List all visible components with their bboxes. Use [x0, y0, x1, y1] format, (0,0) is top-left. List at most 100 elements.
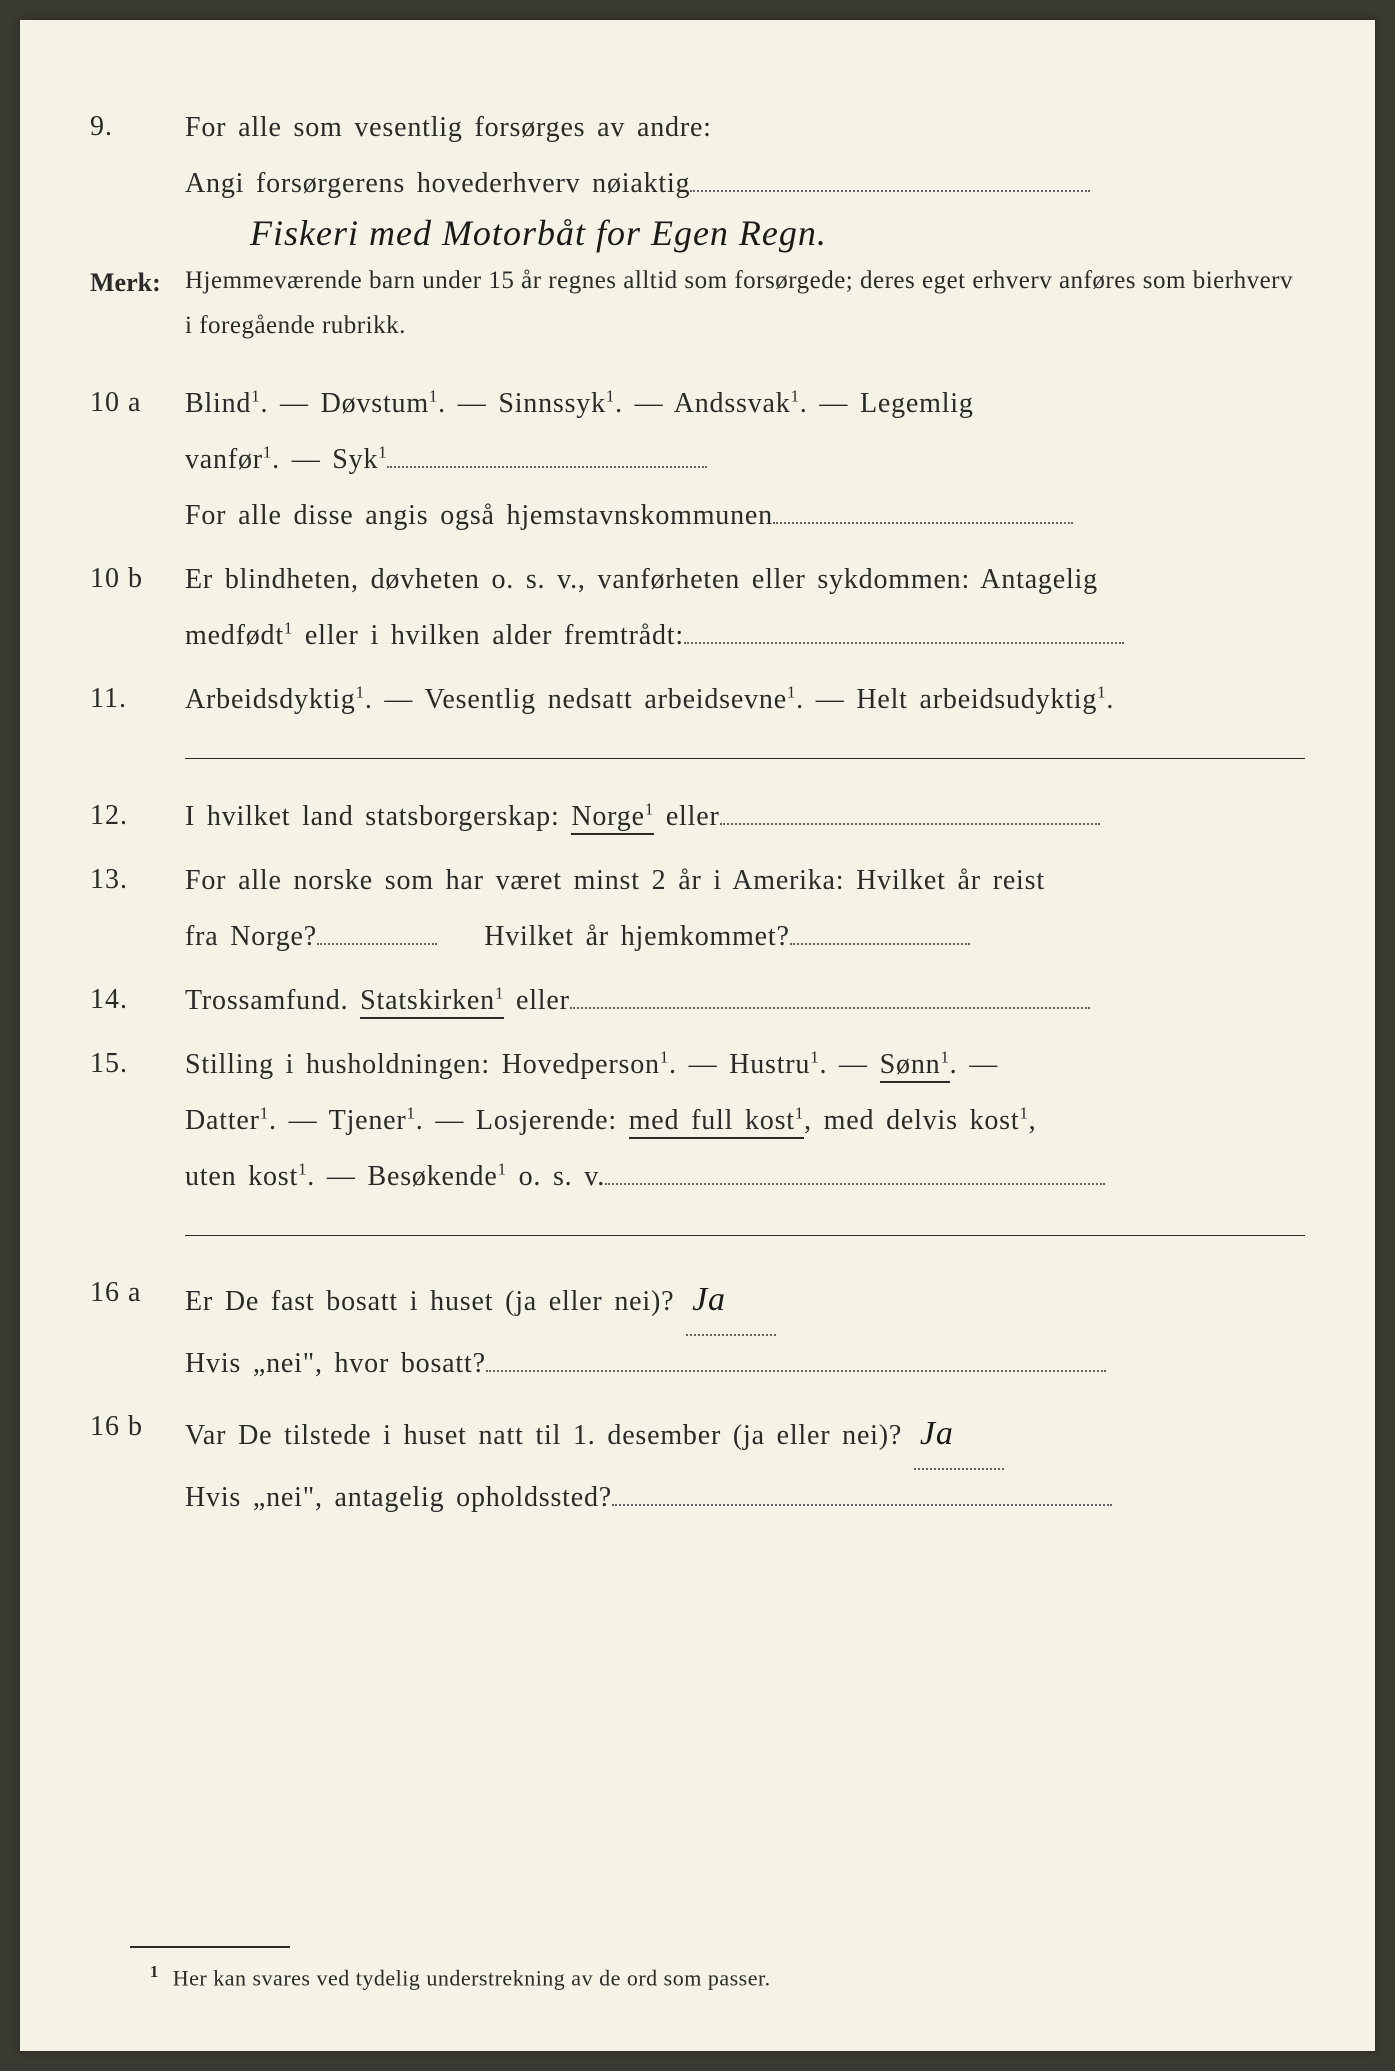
- q15-1d: . —: [950, 1049, 998, 1080]
- q11-p3: .: [1106, 684, 1114, 715]
- merk-label: Merk:: [90, 258, 185, 307]
- q16b-content: Var De tilstede i huset natt til 1. dese…: [185, 1400, 1305, 1526]
- q16b-number: 16 b: [90, 1400, 185, 1453]
- q9-handwritten-answer: Fiskeri med Motorbåt for Egen Regn.: [250, 212, 827, 254]
- q9-number: 9.: [90, 100, 185, 153]
- q11-p1: . — Vesentlig nedsatt arbeidsevne: [365, 684, 787, 715]
- question-13: 13. For alle norske som har været minst …: [90, 853, 1305, 965]
- footnote-rule: [130, 1946, 290, 1948]
- q10a-blank1[interactable]: [387, 466, 707, 468]
- q10a-dovstum: . — Døvstum: [260, 388, 428, 419]
- q9-line2-prefix: Angi forsørgerens hovederhverv nøiaktig: [185, 168, 690, 199]
- q15-3b: . — Besøkende: [307, 1161, 497, 1192]
- q9-blank[interactable]: [690, 190, 1090, 192]
- question-10b: 10 b Er blindheten, døvheten o. s. v., v…: [90, 552, 1305, 664]
- q14-statskirken-underlined: Statskirken1: [360, 985, 504, 1019]
- q13-blank1[interactable]: [317, 943, 437, 945]
- q14-blank[interactable]: [570, 1007, 1090, 1009]
- q10a-line3: For alle disse angis også hjemstavnskomm…: [185, 500, 773, 531]
- footnote: 1 Her kan svares ved tydelig understrekn…: [150, 1962, 1305, 1991]
- question-14: 14. Trossamfund. Statskirken1 eller: [90, 973, 1305, 1029]
- q16a-content: Er De fast bosatt i huset (ja eller nei)…: [185, 1266, 1305, 1392]
- q15-blank[interactable]: [605, 1183, 1105, 1185]
- q13-number: 13.: [90, 853, 185, 906]
- q16a-answer: Ja: [686, 1266, 776, 1336]
- q11-p0: Arbeidsdyktig: [185, 684, 356, 715]
- q9-content: For alle som vesentlig forsørges av andr…: [185, 100, 1305, 212]
- q14-statskirken-text: Statskirken: [360, 985, 495, 1016]
- q12-norge-text: Norge: [571, 801, 644, 832]
- q16a-line1: Er De fast bosatt i huset (ja eller nei)…: [185, 1286, 674, 1317]
- q12-number: 12.: [90, 789, 185, 842]
- q16b-answer: Ja: [914, 1400, 1004, 1470]
- q16b-line2: Hvis „nei", antagelig opholdssted?: [185, 1482, 612, 1513]
- q15-content: Stilling i husholdningen: Hovedperson1. …: [185, 1037, 1305, 1205]
- q16a-blank[interactable]: [486, 1370, 1106, 1372]
- q10a-blind: Blind: [185, 388, 251, 419]
- q12-rest: eller: [654, 801, 720, 832]
- q14-number: 14.: [90, 973, 185, 1026]
- question-11: 11. Arbeidsdyktig1. — Vesentlig nedsatt …: [90, 672, 1305, 728]
- q15-2d: , med delvis kost: [804, 1105, 1019, 1136]
- q15-sonn-underlined: Sønn1: [880, 1049, 950, 1083]
- q12-content: I hvilket land statsborgerskap: Norge1 e…: [185, 789, 1305, 845]
- q10b-content: Er blindheten, døvheten o. s. v., vanfør…: [185, 552, 1305, 664]
- q15-3a: uten kost: [185, 1161, 298, 1192]
- q16a-line2: Hvis „nei", hvor bosatt?: [185, 1348, 486, 1379]
- q9-line1: For alle som vesentlig forsørges av andr…: [185, 112, 712, 143]
- q14-prefix: Trossamfund.: [185, 985, 360, 1016]
- q14-rest: eller: [504, 985, 570, 1016]
- q16b-line1: Var De tilstede i huset natt til 1. dese…: [185, 1420, 902, 1451]
- q15-2e: ,: [1029, 1105, 1037, 1136]
- q10a-content: Blind1. — Døvstum1. — Sinnssyk1. — Andss…: [185, 376, 1305, 544]
- q10b-number: 10 b: [90, 552, 185, 605]
- divider-1: [185, 758, 1305, 759]
- q16b-blank[interactable]: [612, 1504, 1112, 1506]
- q15-2c: . — Losjerende:: [416, 1105, 629, 1136]
- question-12: 12. I hvilket land statsborgerskap: Norg…: [90, 789, 1305, 845]
- q15-3c: o. s. v.: [507, 1161, 605, 1192]
- q13-line1: For alle norske som har været minst 2 år…: [185, 865, 1045, 896]
- question-15: 15. Stilling i husholdningen: Hovedperso…: [90, 1037, 1305, 1205]
- q10b-blank[interactable]: [684, 642, 1124, 644]
- q16a-number: 16 a: [90, 1266, 185, 1319]
- q12-prefix: I hvilket land statsborgerskap:: [185, 801, 571, 832]
- q11-content: Arbeidsdyktig1. — Vesentlig nedsatt arbe…: [185, 672, 1305, 728]
- question-16a: 16 a Er De fast bosatt i huset (ja eller…: [90, 1266, 1305, 1392]
- q13-fra: fra Norge?: [185, 921, 317, 952]
- q13-blank2[interactable]: [790, 943, 970, 945]
- q10a-blank2[interactable]: [773, 522, 1073, 524]
- q15-number: 15.: [90, 1037, 185, 1090]
- q10a-legemlig: . — Legemlig: [800, 388, 974, 419]
- q15-1c: . —: [819, 1049, 879, 1080]
- q10a-syk: . — Syk: [272, 444, 378, 475]
- q15-2b: . — Tjener: [269, 1105, 407, 1136]
- q15-fullkost-underlined: med full kost1: [629, 1105, 804, 1139]
- question-16b: 16 b Var De tilstede i huset natt til 1.…: [90, 1400, 1305, 1526]
- q15-2a: Datter: [185, 1105, 260, 1136]
- q11-p2: . — Helt arbeidsudyktig: [796, 684, 1097, 715]
- q12-norge-underlined: Norge1: [571, 801, 654, 835]
- q11-number: 11.: [90, 672, 185, 725]
- q14-content: Trossamfund. Statskirken1 eller: [185, 973, 1305, 1029]
- footnote-text: Her kan svares ved tydelig understreknin…: [173, 1965, 771, 1990]
- q12-blank[interactable]: [720, 823, 1100, 825]
- q10a-sinnssyk: . — Sinnssyk: [438, 388, 606, 419]
- question-9: 9. For alle som vesentlig forsørges av a…: [90, 100, 1305, 212]
- question-10a: 10 a Blind1. — Døvstum1. — Sinnssyk1. — …: [90, 376, 1305, 544]
- q10b-line1: Er blindheten, døvheten o. s. v., vanfør…: [185, 564, 1098, 595]
- q15-fullkost-text: med full kost: [629, 1105, 795, 1136]
- merk-text: Hjemmeværende barn under 15 år regnes al…: [185, 258, 1305, 348]
- q10b-rest: eller i hvilken alder fremtrådt:: [293, 620, 684, 651]
- q9-handwritten-row: Fiskeri med Motorbåt for Egen Regn.: [250, 212, 1305, 254]
- census-form-page: 9. For alle som vesentlig forsørges av a…: [20, 20, 1375, 2051]
- q10a-andssvak: . — Andssvak: [615, 388, 791, 419]
- footnote-num: 1: [150, 1962, 159, 1981]
- q13-hjem: Hvilket år hjemkommet?: [484, 921, 790, 952]
- q15-sonn-text: Sønn: [880, 1049, 941, 1080]
- q15-1a: Stilling i husholdningen: Hovedperson: [185, 1049, 660, 1080]
- merk-note-row: Merk: Hjemmeværende barn under 15 år reg…: [90, 258, 1305, 348]
- q15-1b: . — Hustru: [669, 1049, 810, 1080]
- q10b-medfodt: medfødt: [185, 620, 284, 651]
- q10a-number: 10 a: [90, 376, 185, 429]
